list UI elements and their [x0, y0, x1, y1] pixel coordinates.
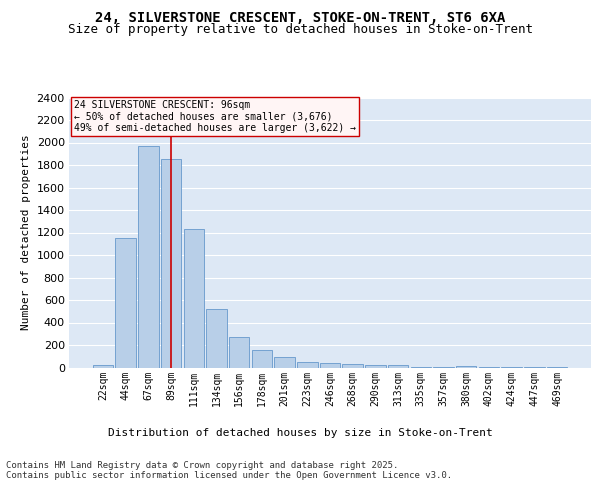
Text: Contains HM Land Registry data © Crown copyright and database right 2025.: Contains HM Land Registry data © Crown c…: [6, 462, 398, 470]
Bar: [343, 364, 363, 368]
Text: 24, SILVERSTONE CRESCENT, STOKE-ON-TRENT, ST6 6XA: 24, SILVERSTONE CRESCENT, STOKE-ON-TRENT…: [95, 10, 505, 24]
Y-axis label: Number of detached properties: Number of detached properties: [21, 134, 31, 330]
Bar: [115, 238, 136, 368]
Bar: [410, 367, 431, 368]
Bar: [365, 365, 386, 368]
Bar: [206, 309, 227, 368]
Bar: [388, 366, 409, 368]
Bar: [274, 358, 295, 368]
Text: 24 SILVERSTONE CRESCENT: 96sqm
← 50% of detached houses are smaller (3,676)
49% : 24 SILVERSTONE CRESCENT: 96sqm ← 50% of …: [74, 100, 356, 134]
Bar: [251, 350, 272, 368]
Bar: [184, 229, 204, 368]
Bar: [456, 366, 476, 368]
Bar: [320, 363, 340, 368]
Bar: [138, 146, 158, 368]
Bar: [161, 160, 181, 368]
Text: Distribution of detached houses by size in Stoke-on-Trent: Distribution of detached houses by size …: [107, 428, 493, 438]
Text: Contains public sector information licensed under the Open Government Licence v3: Contains public sector information licen…: [6, 472, 452, 480]
Bar: [93, 364, 113, 368]
Bar: [297, 362, 317, 368]
Bar: [229, 336, 250, 368]
Text: Size of property relative to detached houses in Stoke-on-Trent: Size of property relative to detached ho…: [67, 22, 533, 36]
